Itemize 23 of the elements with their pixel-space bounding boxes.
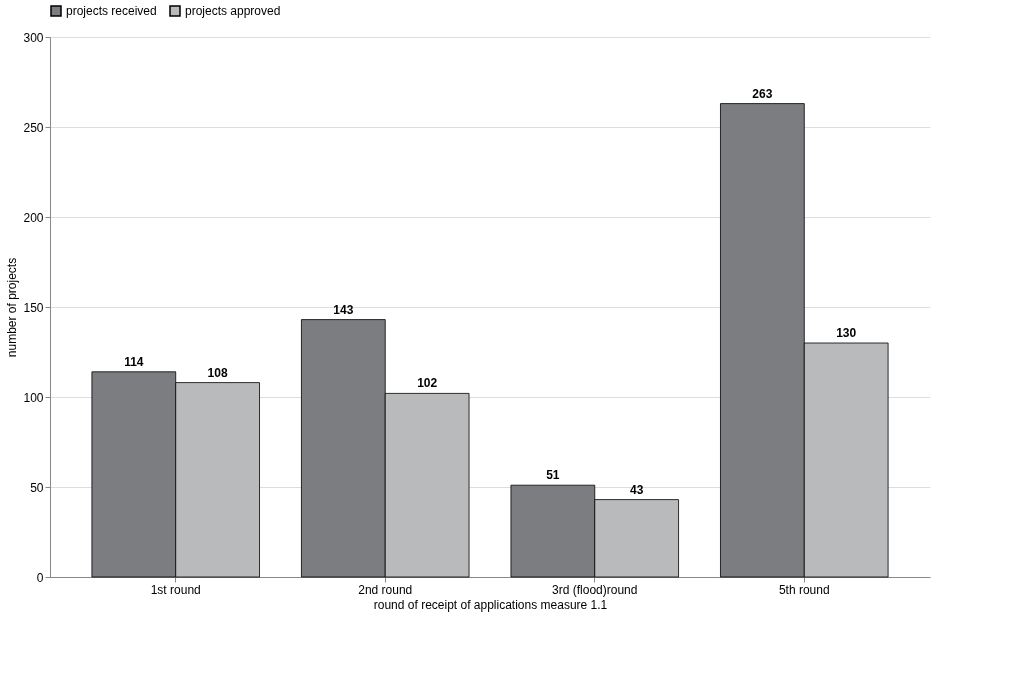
y-tick-label: 200: [23, 210, 44, 225]
y-tick-label: 0: [36, 570, 44, 585]
y-axis-title: number of projects: [5, 257, 20, 358]
y-tick-label: 150: [23, 300, 44, 315]
y-tick-label: 250: [23, 120, 44, 135]
data-label: 114: [124, 354, 144, 369]
x-tick-label: 3rd (flood)round: [552, 582, 638, 597]
x-axis-title: round of receipt of applications measure 1.1: [373, 597, 608, 612]
y-tick-label: 300: [23, 30, 44, 45]
data-label: 130: [836, 326, 857, 340]
x-tick-label: 5th round: [778, 582, 830, 597]
data-label: 51: [546, 468, 560, 483]
data-label: 263: [752, 86, 773, 101]
data-label: 43: [629, 482, 644, 497]
data-label: 102: [417, 376, 438, 391]
x-tick-label: 1st round: [150, 582, 201, 597]
y-tick-label: 50: [30, 480, 44, 495]
data-label: 108: [207, 365, 228, 380]
y-tick-label: 100: [23, 390, 44, 405]
x-tick-label: 2nd round: [358, 582, 413, 597]
legend-label: projects approved: [185, 4, 281, 18]
data-label: 143: [333, 302, 354, 317]
legend-label: projects received: [66, 4, 157, 18]
